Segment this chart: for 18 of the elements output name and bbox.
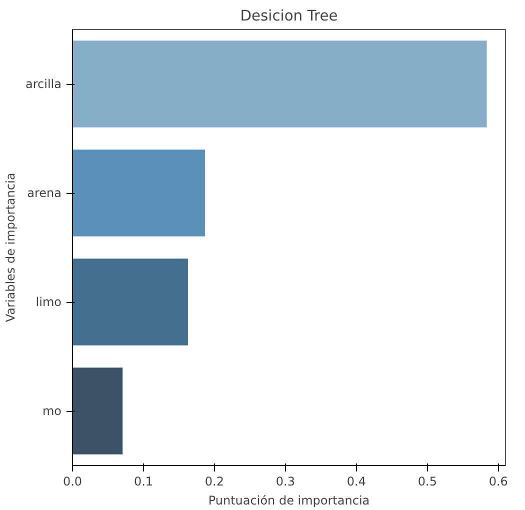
x-tick-label: 0.2 bbox=[204, 474, 224, 488]
x-tick-label: 0.5 bbox=[418, 474, 437, 488]
chart-title: Desicion Tree bbox=[240, 8, 338, 24]
y-tick-label: arcilla bbox=[26, 77, 62, 91]
x-tick-label: 0.6 bbox=[488, 474, 508, 488]
x-axis-title: Puntuación de importancia bbox=[208, 494, 370, 508]
bar bbox=[72, 40, 488, 128]
bar bbox=[72, 367, 124, 455]
bar bbox=[72, 258, 188, 346]
x-tick-label: 0.0 bbox=[62, 474, 82, 488]
bar bbox=[72, 149, 206, 237]
x-tick-label: 0.4 bbox=[346, 474, 366, 488]
x-tick-label: 0.1 bbox=[134, 474, 154, 488]
y-tick-label: arena bbox=[27, 186, 62, 200]
y-tick-label: limo bbox=[36, 295, 62, 309]
y-axis-title: Variables de importancia bbox=[4, 172, 18, 322]
x-tick-label: 0.3 bbox=[276, 474, 296, 488]
y-tick-label: mo bbox=[42, 404, 62, 418]
